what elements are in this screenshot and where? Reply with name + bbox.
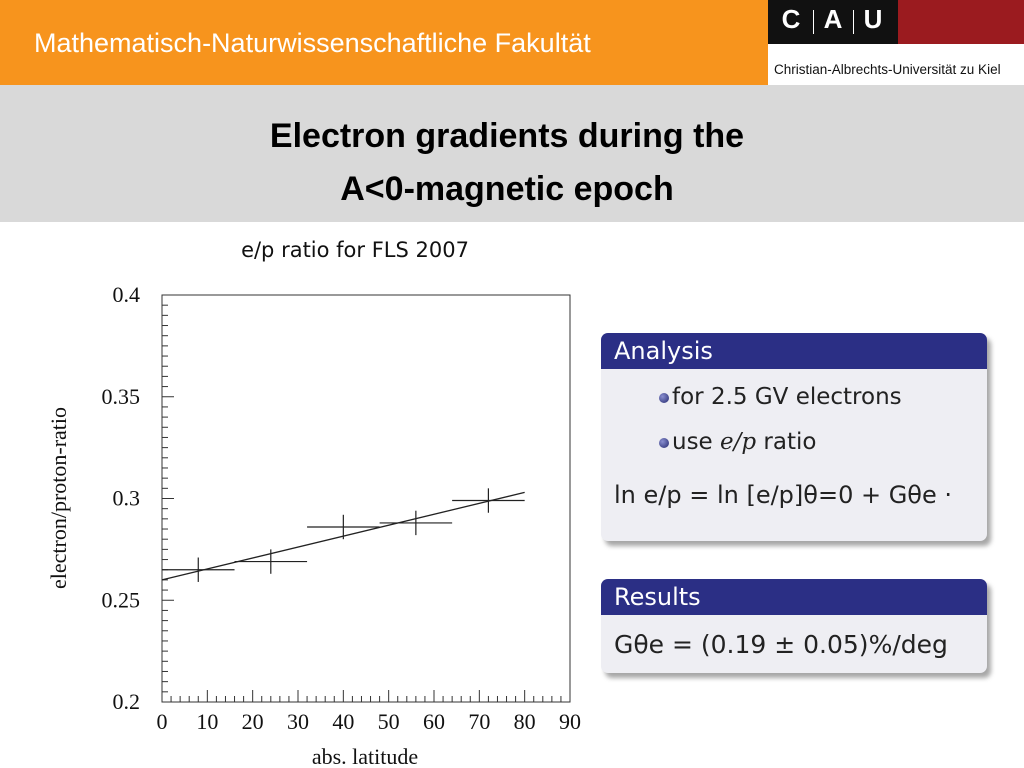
x-tick-label: 70 (468, 709, 490, 734)
gradient-formula: ln e/p = ln [e/p]θ=0 + Gθe · Δθ (614, 481, 953, 509)
analysis-bullet-1: for 2.5 GV electrons (614, 375, 974, 420)
x-tick-label: 80 (514, 709, 536, 734)
x-tick-label: 20 (242, 709, 264, 734)
slide-title-line2: A<0-magnetic epoch (340, 170, 674, 208)
slide-title: Electron gradients during the A<0-magnet… (0, 110, 1014, 216)
results-block: Results Gθe = (0.19 ± 0.05)%/deg (601, 579, 987, 673)
x-tick-label: 90 (559, 709, 581, 734)
bullet-icon (659, 393, 669, 403)
logo-letter-u: U (863, 4, 883, 34)
x-tick-label: 60 (423, 709, 445, 734)
analysis-heading: Analysis (601, 333, 987, 369)
x-tick-label: 0 (157, 709, 168, 734)
ep-ratio-chart: e/p ratio for FLS 2007 0 10 20 30 40 50 60 70 80 9… (46, 238, 581, 768)
results-body: Gθe = (0.19 ± 0.05)%/deg (601, 615, 987, 673)
bullet-1-prefix: for (672, 384, 711, 410)
y-tick-label: 0.25 (102, 587, 141, 612)
university-name: Christian-Albrechts-Universität zu Kiel (774, 62, 1001, 77)
faculty-name: Mathematisch-Naturwissenschaftliche Faku… (34, 28, 591, 58)
bullet-icon (659, 438, 669, 448)
x-tick-label: 50 (378, 709, 400, 734)
university-logo: C A U Christian-Albrechts-Universität zu… (768, 0, 1024, 85)
logo-black-bar: C A U (768, 0, 898, 44)
logo-red-bar (898, 0, 1024, 44)
x-axis-label: abs. latitude (312, 744, 418, 768)
analysis-bullet-2: use e/p ratio (614, 420, 974, 465)
logo-letter-c: C (781, 4, 801, 34)
chart-title: e/p ratio for FLS 2007 (241, 238, 469, 262)
result-formula: Gθe = (0.19 ± 0.05)%/deg (614, 630, 948, 659)
y-tick-label: 0.2 (113, 689, 141, 714)
bullet-2-c: ratio (756, 429, 817, 455)
bullet-2-b: e/p (720, 429, 757, 455)
bullet-2-a: use (672, 429, 721, 455)
logo-letter-a: A (823, 4, 843, 34)
title-band (0, 85, 1024, 222)
bullet-1-value: 2.5 GV electrons (710, 384, 902, 410)
y-tick-label: 0.35 (102, 384, 141, 409)
analysis-block: Analysis for 2.5 GV electrons use e/p ra… (601, 333, 987, 541)
faculty-banner: Mathematisch-Naturwissenschaftliche Faku… (0, 0, 768, 85)
y-tick-label: 0.3 (113, 486, 141, 511)
y-axis-label: electron/proton-ratio (46, 407, 71, 589)
logo-separator (813, 10, 814, 34)
x-tick-label: 30 (287, 709, 309, 734)
analysis-body: for 2.5 GV electrons use e/p ratio ln e/… (601, 369, 987, 541)
x-tick-label: 40 (332, 709, 354, 734)
x-tick-label: 10 (196, 709, 218, 734)
logo-separator (853, 10, 854, 34)
slide-title-line1: Electron gradients during the (269, 117, 745, 155)
plot-frame (161, 294, 571, 703)
y-tick-label: 0.4 (113, 282, 141, 307)
results-heading: Results (601, 579, 987, 615)
